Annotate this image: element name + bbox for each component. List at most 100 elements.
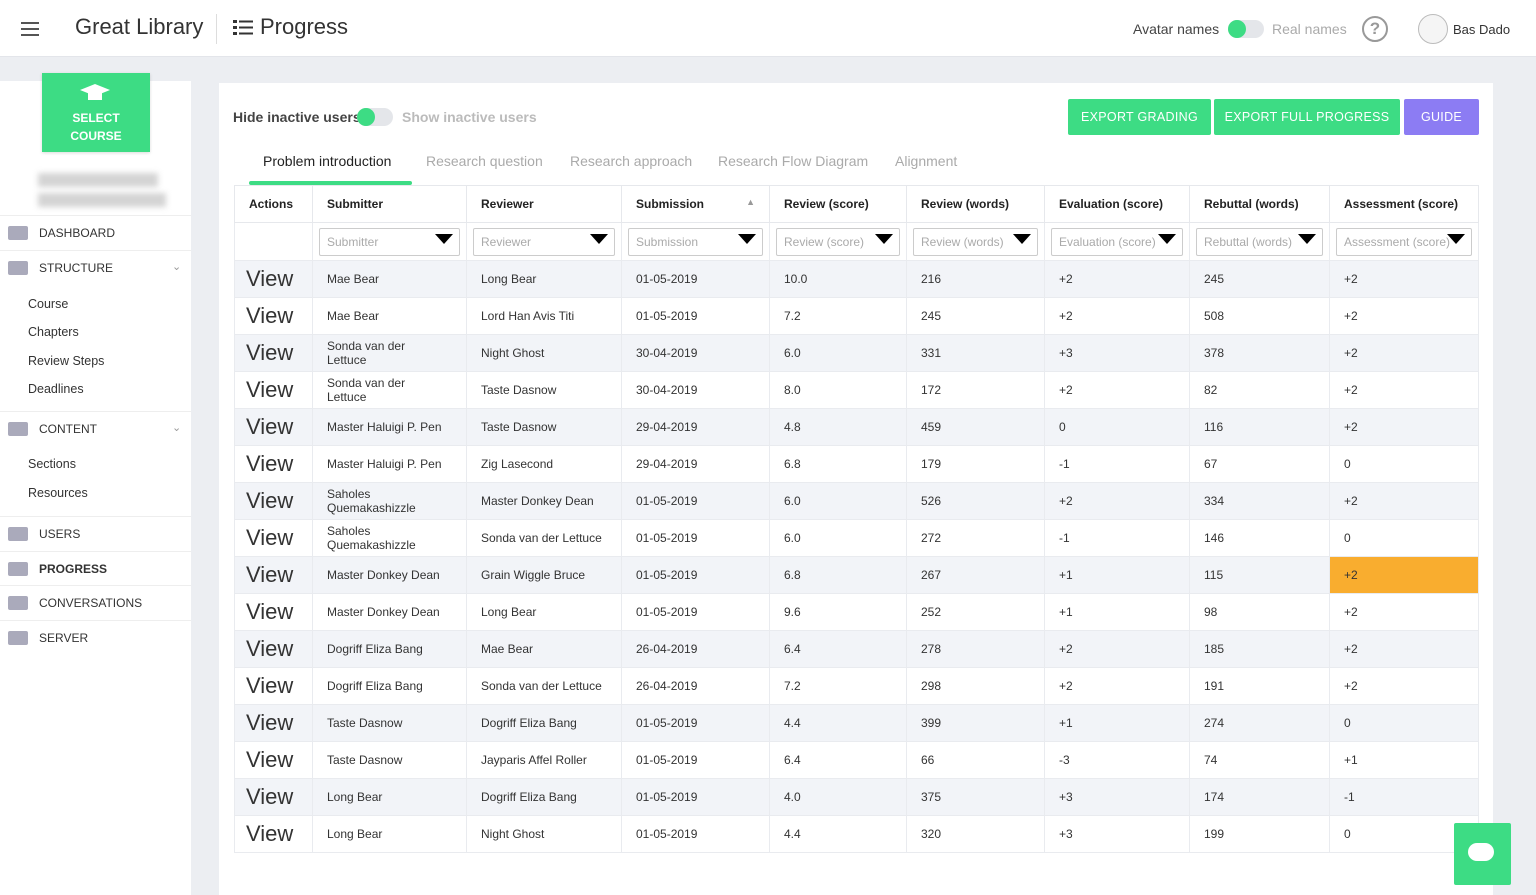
table-row: View Saholes Quemakashizzle Master Donkey … (234, 482, 1479, 520)
menu-item[interactable]: CONTENT (0, 411, 191, 446)
cell-text: 216 (921, 272, 942, 286)
table-cell: Sonda van der Lettuce (466, 519, 622, 557)
tab[interactable]: Alignment (895, 153, 958, 169)
submission-date[interactable]: 01-05-2019 (636, 309, 698, 323)
submenu-item[interactable]: Deadlines (28, 382, 84, 396)
tab[interactable]: Research question (426, 153, 543, 169)
submission-date[interactable]: 01-05-2019 (636, 827, 698, 841)
submenu-item[interactable]: Chapters (28, 325, 79, 339)
view-link[interactable]: View (234, 593, 313, 631)
view-link[interactable]: View (234, 556, 313, 594)
tab[interactable]: Research Flow Diagram (718, 153, 869, 169)
view-link[interactable]: View (234, 408, 313, 446)
menu-item[interactable]: PROGRESS (0, 551, 191, 586)
filter-input[interactable]: Submission (628, 227, 763, 256)
submission-date[interactable]: 26-04-2019 (636, 642, 698, 656)
view-link[interactable]: View (234, 260, 313, 298)
submenu-item[interactable]: Sections (28, 457, 76, 471)
submission-date[interactable]: 30-04-2019 (636, 383, 698, 397)
filter-input[interactable]: Review (words) (913, 227, 1038, 256)
cell-text: 245 (921, 309, 942, 323)
view-link[interactable]: View (234, 667, 313, 705)
help-button[interactable]: ? (1362, 16, 1388, 42)
table-cell: 274 (1189, 704, 1330, 742)
names-toggle[interactable] (1228, 20, 1264, 38)
column-header[interactable]: Actions (234, 185, 313, 223)
menu-item[interactable]: USERS (0, 516, 191, 551)
menu-item[interactable]: DASHBOARD (0, 215, 191, 250)
column-header[interactable]: Assessment (score) (1329, 185, 1479, 223)
view-link[interactable]: View (234, 334, 313, 372)
submission-date[interactable]: 30-04-2019 (636, 346, 698, 360)
menu-item[interactable]: SERVER (0, 620, 191, 655)
submenu-item[interactable]: Review Steps (28, 354, 105, 368)
view-link[interactable]: View (234, 741, 313, 779)
view-link[interactable]: View (234, 519, 313, 557)
filter-icon[interactable] (435, 233, 453, 244)
table-cell: 174 (1189, 778, 1330, 816)
filter-input[interactable]: Rebuttal (words) (1196, 227, 1323, 256)
filter-icon[interactable] (590, 233, 608, 244)
table-cell: Saholes Quemakashizzle (312, 482, 467, 520)
avatar[interactable] (1418, 14, 1448, 44)
column-header[interactable]: Review (score) (769, 185, 907, 223)
menu-item[interactable]: CONVERSATIONS (0, 585, 191, 620)
submenu-item[interactable]: Resources (28, 486, 88, 500)
filter-input[interactable]: Evaluation (score) (1051, 227, 1183, 256)
submenu-item[interactable]: Course (28, 297, 69, 311)
tab[interactable]: Problem introduction (263, 153, 392, 169)
view-link[interactable]: View (234, 778, 313, 816)
export-grading-button[interactable]: EXPORT GRADING (1068, 99, 1211, 135)
filter-input[interactable]: Assessment (score) (1336, 227, 1472, 256)
submission-date[interactable]: 29-04-2019 (636, 457, 698, 471)
table-cell: Long Bear (466, 260, 622, 298)
menu-item[interactable]: STRUCTURE (0, 250, 191, 285)
view-link[interactable]: View (234, 445, 313, 483)
submission-date[interactable]: 01-05-2019 (636, 790, 698, 804)
filter-icon[interactable] (875, 233, 893, 244)
inactive-toggle[interactable] (357, 108, 393, 126)
view-link[interactable]: View (234, 297, 313, 335)
column-header[interactable]: Rebuttal (words) (1189, 185, 1330, 223)
export-progress-button[interactable]: EXPORT FULL PROGRESS (1214, 99, 1400, 135)
column-header[interactable]: Reviewer (466, 185, 622, 223)
submission-date[interactable]: 01-05-2019 (636, 272, 698, 286)
submission-date[interactable]: 01-05-2019 (636, 494, 698, 508)
view-link[interactable]: View (234, 815, 313, 853)
view-link[interactable]: View (234, 371, 313, 409)
submission-date[interactable]: 01-05-2019 (636, 568, 698, 582)
submission-date[interactable]: 01-05-2019 (636, 716, 698, 730)
cell-text: 6.4 (784, 753, 801, 767)
filter-input[interactable]: Review (score) (776, 227, 900, 256)
user-name[interactable]: Bas Dado (1453, 22, 1511, 37)
view-link[interactable]: View (234, 630, 313, 668)
filter-icon[interactable] (1158, 233, 1176, 244)
filter-input[interactable]: Reviewer (473, 227, 615, 256)
table-cell: 216 (906, 260, 1045, 298)
filter-input[interactable]: Submitter (319, 227, 460, 256)
submission-date[interactable]: 29-04-2019 (636, 420, 698, 434)
cell-text: +2 (1344, 420, 1358, 434)
submission-date[interactable]: 01-05-2019 (636, 753, 698, 767)
guide-button[interactable]: GUIDE (1404, 99, 1479, 135)
column-header[interactable]: Review (words) (906, 185, 1045, 223)
column-header[interactable]: Evaluation (score) (1044, 185, 1190, 223)
view-link[interactable]: View (234, 704, 313, 742)
filter-icon[interactable] (738, 233, 756, 244)
chat-button[interactable] (1454, 823, 1511, 885)
filter-icon[interactable] (1447, 233, 1465, 244)
column-header[interactable]: Submission ▲ (621, 185, 770, 223)
filter-icon[interactable] (1298, 233, 1316, 244)
submission-date[interactable]: 01-05-2019 (636, 605, 698, 619)
cell-text: 6.0 (784, 494, 801, 508)
table-cell: 172 (906, 371, 1045, 409)
table-cell: 6.0 (769, 334, 907, 372)
table-cell: Dogriff Eliza Bang (466, 778, 622, 816)
filter-icon[interactable] (1013, 233, 1031, 244)
view-link[interactable]: View (234, 482, 313, 520)
submission-date[interactable]: 01-05-2019 (636, 531, 698, 545)
column-header[interactable]: Submitter (312, 185, 467, 223)
tab[interactable]: Research approach (570, 153, 693, 169)
menu-button[interactable] (21, 22, 39, 36)
submission-date[interactable]: 26-04-2019 (636, 679, 698, 693)
